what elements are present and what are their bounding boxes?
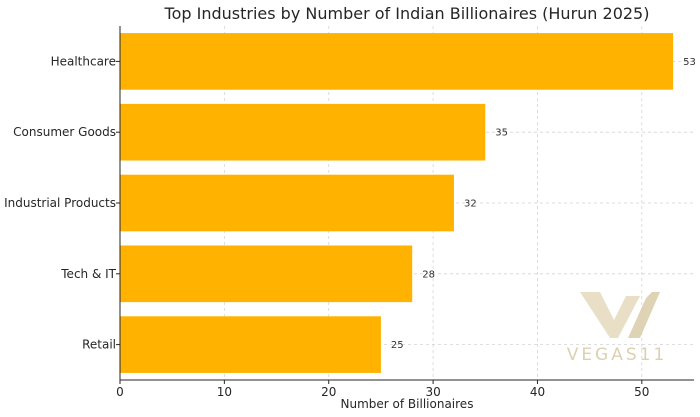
x-tick-label-0: 0: [116, 385, 124, 399]
bars-layer: 53 35 32 28 25: [120, 33, 696, 373]
watermark-logo: VEGAS11: [567, 292, 668, 365]
data-label-1: 35: [495, 128, 508, 139]
data-label-4: 25: [391, 340, 404, 351]
axes-layer: Healthcare Consumer Goods Industrial Produ…: [4, 26, 694, 399]
bar-4: [120, 316, 381, 373]
x-tick-label-2: 20: [321, 385, 336, 399]
bar-3: [120, 245, 413, 303]
x-tick-label-4: 40: [530, 385, 545, 399]
chart-title: Top Industries by Number of Indian Billi…: [164, 4, 650, 23]
data-label-0: 53: [683, 57, 696, 68]
bar-2: [120, 174, 454, 232]
watermark-text: VEGAS11: [567, 345, 668, 365]
data-label-3: 28: [422, 269, 435, 280]
data-label-2: 32: [464, 199, 477, 210]
x-axis-label: Number of Billionaires: [341, 397, 474, 411]
category-label-1: Consumer Goods: [13, 125, 116, 139]
category-label-4: Retail: [82, 338, 116, 352]
bar-1: [120, 103, 486, 161]
category-label-2: Industrial Products: [4, 196, 116, 210]
bar-0: [120, 33, 674, 90]
watermark-v-mark: [580, 292, 640, 338]
watermark-slash-mark: [628, 292, 660, 338]
x-tick-label-1: 10: [217, 385, 232, 399]
x-tick-label-5: 50: [634, 385, 649, 399]
x-tick-label-3: 30: [425, 385, 440, 399]
category-label-3: Tech & IT: [60, 267, 116, 281]
category-label-0: Healthcare: [51, 54, 116, 68]
